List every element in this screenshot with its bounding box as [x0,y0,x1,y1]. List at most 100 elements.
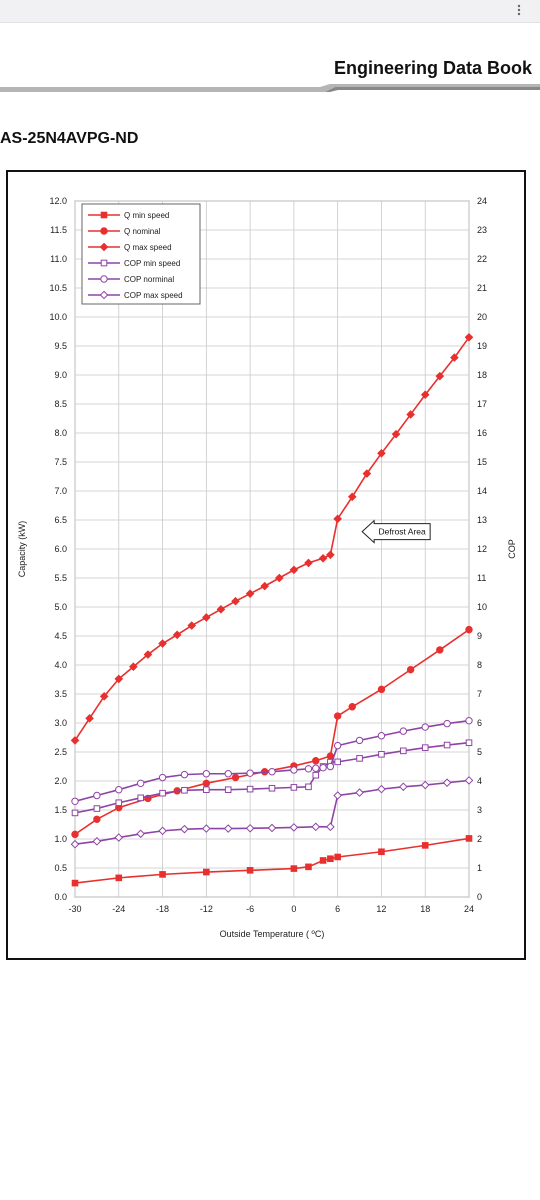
data-point [70,839,80,849]
data-point [245,589,255,598]
more-options-icon[interactable] [514,4,524,16]
data-point [260,581,270,591]
legend-swatch-marker [99,242,109,252]
y-right-tick-label: 7 [477,689,482,699]
data-point [289,565,299,575]
legend-entry-label: COP norminal [124,275,174,284]
legend-entry-label: COP min speed [124,259,180,268]
legend-entry-label: COP max speed [124,291,183,300]
data-point [443,719,451,728]
data-point [326,822,335,832]
y-left-tick-label: 7.5 [54,457,67,467]
data-point [305,783,312,791]
data-point [362,469,372,478]
y-left-tick-label: 10.5 [49,283,67,293]
y-right-tick-label: 14 [477,486,487,496]
data-point [333,712,342,720]
data-point [143,650,153,659]
data-point [377,448,386,458]
y-right-tick-label: 20 [477,312,487,322]
legend-entry-label: Q nominal [124,227,161,236]
data-point [312,771,320,779]
legend-entry-label: Q min speed [124,211,169,220]
y-left-tick-label: 6.0 [54,544,67,554]
data-point [465,739,473,747]
annotation-callout [361,519,431,544]
x-axis-label: Outside Temperature ( ºC) [220,929,325,939]
data-point [465,625,473,634]
y-left-axis-label: Capacity (kW) [17,521,27,578]
y-right-axis-label: COP [507,539,517,559]
data-point [93,805,101,812]
y-right-tick-label: 23 [477,225,487,235]
x-tick-label: 12 [376,904,386,914]
x-tick-label: 24 [464,904,474,914]
y-left-tick-label: 2.5 [54,747,67,757]
data-point [406,665,415,674]
data-point [231,773,240,782]
data-point [347,492,357,502]
model-number: AS-25N4AVPG-ND [0,130,139,147]
y-left-tick-label: 7.0 [54,486,67,496]
data-point [223,824,233,833]
data-point [267,823,277,833]
data-point [319,763,327,772]
data-point [114,833,124,842]
data-point [158,826,167,836]
data-point [326,762,335,771]
y-left-tick-label: 4.5 [54,631,67,641]
y-right-tick-label: 21 [477,283,487,293]
data-point [355,788,364,797]
data-point [311,822,321,832]
data-point [93,815,101,823]
data-point [304,765,313,773]
data-point [421,744,429,751]
data-point [312,757,320,765]
data-point [224,770,232,778]
data-point [158,773,167,782]
y-left-tick-label: 10.0 [49,312,67,322]
data-point [391,429,401,439]
data-point [304,558,313,568]
y-right-tick-label: 18 [477,370,487,380]
data-point [136,829,145,839]
data-point [137,794,144,802]
data-point [378,848,385,856]
y-right-tick-label: 4 [477,776,482,786]
data-point [421,842,429,849]
data-point [348,703,356,711]
y-left-tick-label: 11.5 [50,225,67,235]
data-point [290,784,298,791]
data-point [246,867,254,874]
y-right-tick-label: 15 [477,457,487,467]
data-point [356,755,363,762]
y-left-tick-label: 9.0 [54,370,67,380]
y-right-tick-label: 22 [477,254,487,264]
data-point [180,770,189,779]
data-point [224,786,232,794]
legend-swatch-marker [100,275,108,283]
data-point [114,674,124,684]
data-point [318,553,328,563]
data-point [180,824,189,834]
data-point [290,865,298,872]
data-point [99,692,109,701]
y-left-tick-label: 5.0 [54,602,67,612]
data-point [465,716,473,725]
data-point [115,799,123,807]
y-left-tick-label: 1.0 [54,834,67,844]
y-right-tick-label: 3 [477,805,482,815]
y-left-tick-label: 5.5 [54,573,67,583]
legend-swatch-marker [99,290,109,300]
data-point [92,837,102,846]
data-point [85,714,94,723]
data-point [399,782,408,792]
data-point [202,824,211,833]
data-point [400,747,407,755]
data-point [443,741,451,749]
data-point [71,797,79,805]
y-right-tick-label: 6 [477,718,482,728]
data-point [333,741,342,750]
y-left-tick-label: 11.0 [50,254,67,264]
data-point [327,855,334,863]
